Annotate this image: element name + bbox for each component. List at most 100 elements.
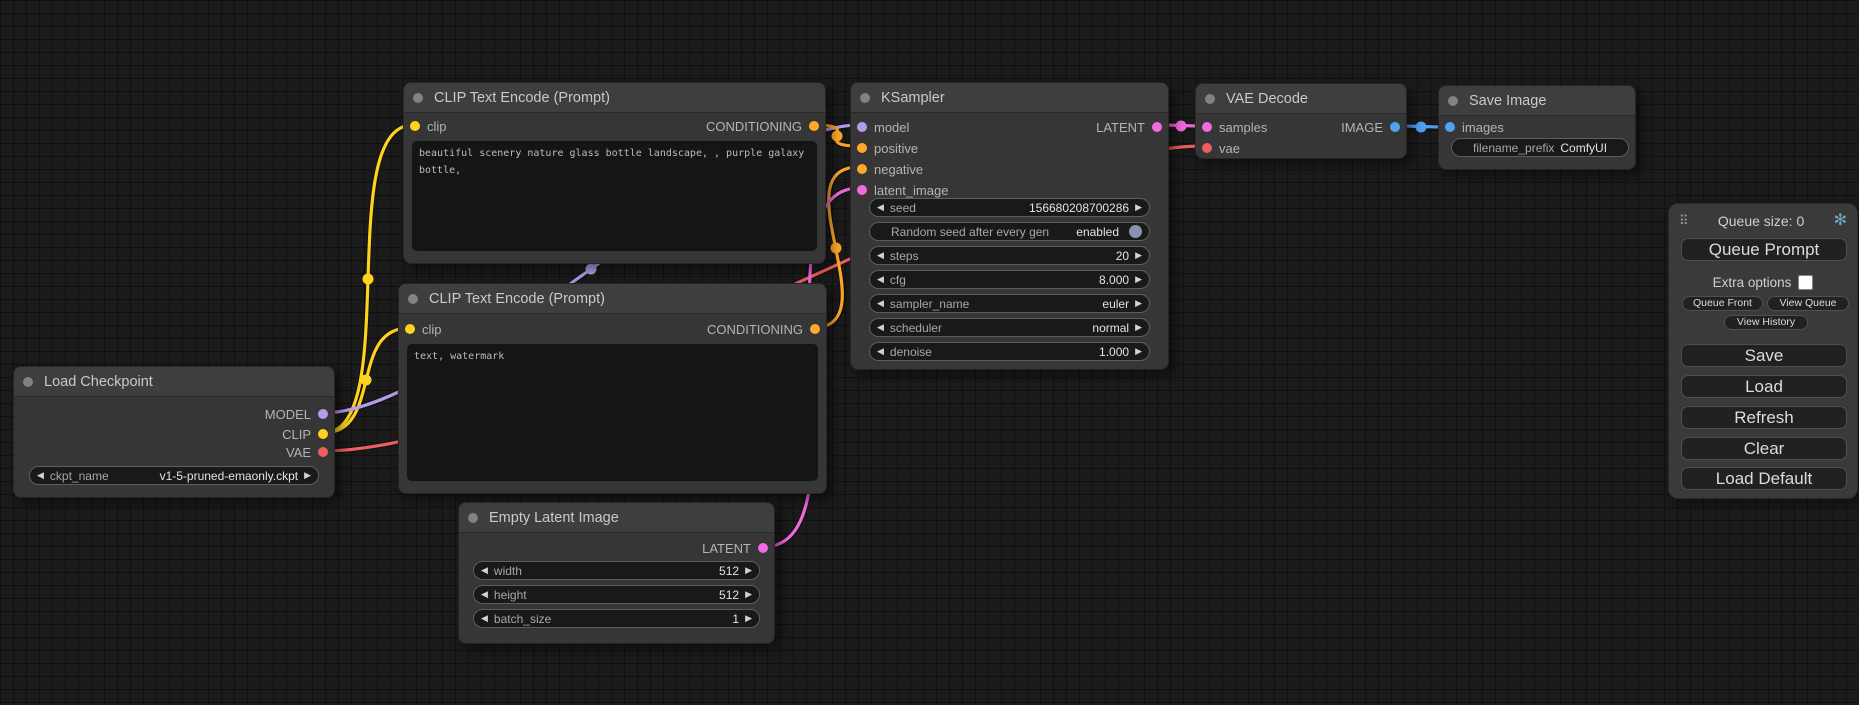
node-title: CLIP Text Encode (Prompt) — [434, 90, 610, 106]
save-button[interactable]: Save — [1681, 344, 1847, 367]
toggle-indicator-icon[interactable] — [1129, 225, 1142, 238]
settings-gear-icon[interactable]: ✻ — [1833, 212, 1847, 229]
input-slot-clip[interactable] — [410, 121, 420, 131]
increment-arrow-icon[interactable]: ▶ — [1135, 346, 1142, 356]
node-empty-latent-image[interactable]: Empty Latent Image LATENT ◀ width 512 ▶ … — [458, 502, 775, 644]
increment-arrow-icon[interactable]: ▶ — [1135, 298, 1142, 308]
decrement-arrow-icon[interactable]: ◀ — [877, 298, 884, 308]
input-slot-negative[interactable] — [857, 164, 867, 174]
output-slot-clip[interactable] — [318, 429, 328, 439]
collapse-dot-icon[interactable] — [23, 377, 33, 387]
increment-arrow-icon[interactable]: ▶ — [745, 565, 752, 575]
increment-arrow-icon[interactable]: ▶ — [745, 613, 752, 623]
node-title-bar[interactable]: Load Checkpoint — [14, 367, 334, 397]
node-title-bar[interactable]: Save Image — [1439, 86, 1635, 116]
height-widget[interactable]: ◀ height 512 ▶ — [473, 585, 760, 604]
decrement-arrow-icon[interactable]: ◀ — [37, 470, 44, 480]
load-default-button[interactable]: Load Default — [1681, 467, 1847, 490]
seed-widget[interactable]: ◀ seed 156680208700286 ▶ — [869, 198, 1150, 217]
view-queue-button[interactable]: View Queue — [1767, 296, 1849, 311]
input-slot-vae[interactable] — [1202, 143, 1212, 153]
decrement-arrow-icon[interactable]: ◀ — [877, 250, 884, 260]
decrement-arrow-icon[interactable]: ◀ — [877, 202, 884, 212]
increment-arrow-icon[interactable]: ▶ — [745, 589, 752, 599]
widget-label: scheduler — [889, 320, 942, 335]
output-label-clip: CLIP — [282, 426, 311, 442]
widget-label: sampler_name — [889, 296, 970, 311]
view-history-button[interactable]: View History — [1724, 315, 1808, 330]
prompt-textarea[interactable]: beautiful scenery nature glass bottle la… — [412, 141, 817, 251]
increment-arrow-icon[interactable]: ▶ — [1135, 250, 1142, 260]
decrement-arrow-icon[interactable]: ◀ — [877, 322, 884, 332]
extra-options-checkbox[interactable] — [1798, 274, 1814, 290]
queue-panel[interactable]: ⠿ Queue size: 0 ✻ Queue Prompt Extra opt… — [1668, 203, 1858, 499]
node-title: KSampler — [881, 90, 945, 106]
output-slot-image[interactable] — [1390, 122, 1400, 132]
input-label-positive: positive — [874, 140, 919, 156]
widget-value: euler — [1102, 296, 1130, 311]
output-slot-conditioning[interactable] — [810, 324, 820, 334]
collapse-dot-icon[interactable] — [408, 294, 418, 304]
prompt-textarea[interactable]: text, watermark — [407, 344, 818, 481]
node-clip-text-encode-negative[interactable]: CLIP Text Encode (Prompt) clip CONDITION… — [398, 283, 827, 494]
clear-button[interactable]: Clear — [1681, 437, 1847, 460]
increment-arrow-icon[interactable]: ▶ — [1135, 322, 1142, 332]
collapse-dot-icon[interactable] — [1205, 94, 1215, 104]
input-slot-positive[interactable] — [857, 143, 867, 153]
filename-prefix-widget[interactable]: filename_prefix ComfyUI — [1451, 138, 1629, 157]
batch-size-widget[interactable]: ◀ batch_size 1 ▶ — [473, 609, 760, 628]
node-save-image[interactable]: Save Image images filename_prefix ComfyU… — [1438, 85, 1636, 170]
denoise-widget[interactable]: ◀ denoise 1.000 ▶ — [869, 342, 1150, 361]
increment-arrow-icon[interactable]: ▶ — [1135, 202, 1142, 212]
ckpt-name-widget[interactable]: ◀ ckpt_name v1-5-pruned-emaonly.ckpt ▶ — [29, 466, 319, 485]
node-title: Save Image — [1469, 93, 1547, 109]
decrement-arrow-icon[interactable]: ◀ — [481, 589, 488, 599]
output-slot-vae[interactable] — [318, 447, 328, 457]
collapse-dot-icon[interactable] — [468, 513, 478, 523]
queue-size-label: Queue size: 0 — [1717, 213, 1805, 229]
collapse-dot-icon[interactable] — [1448, 96, 1458, 106]
steps-widget[interactable]: ◀ steps 20 ▶ — [869, 246, 1150, 265]
queue-front-button[interactable]: Queue Front — [1682, 296, 1763, 311]
input-slot-model[interactable] — [857, 122, 867, 132]
sampler-name-widget[interactable]: ◀ sampler_name euler ▶ — [869, 294, 1150, 313]
node-clip-text-encode-positive[interactable]: CLIP Text Encode (Prompt) clip CONDITION… — [403, 82, 826, 264]
node-vae-decode[interactable]: VAE Decode samples IMAGE vae — [1195, 83, 1407, 159]
output-slot-conditioning[interactable] — [809, 121, 819, 131]
node-title-bar[interactable]: KSampler — [851, 83, 1168, 113]
node-title: VAE Decode — [1226, 91, 1308, 107]
widget-label: width — [493, 563, 522, 578]
decrement-arrow-icon[interactable]: ◀ — [877, 274, 884, 284]
input-slot-images[interactable] — [1445, 122, 1455, 132]
scheduler-widget[interactable]: ◀ scheduler normal ▶ — [869, 318, 1150, 337]
node-title-bar[interactable]: VAE Decode — [1196, 84, 1406, 114]
collapse-dot-icon[interactable] — [413, 93, 423, 103]
output-slot-latent[interactable] — [1152, 122, 1162, 132]
decrement-arrow-icon[interactable]: ◀ — [877, 346, 884, 356]
cfg-widget[interactable]: ◀ cfg 8.000 ▶ — [869, 270, 1150, 289]
node-ksampler[interactable]: KSampler model LATENT positive negative … — [850, 82, 1169, 370]
width-widget[interactable]: ◀ width 512 ▶ — [473, 561, 760, 580]
output-slot-latent[interactable] — [758, 543, 768, 553]
increment-arrow-icon[interactable]: ▶ — [1135, 274, 1142, 284]
random-seed-toggle-widget[interactable]: Random seed after every gen enabled — [869, 222, 1150, 241]
load-button[interactable]: Load — [1681, 375, 1847, 398]
widget-label: filename_prefix — [1473, 140, 1555, 155]
increment-arrow-icon[interactable]: ▶ — [304, 470, 311, 480]
decrement-arrow-icon[interactable]: ◀ — [481, 613, 488, 623]
node-title-bar[interactable]: CLIP Text Encode (Prompt) — [404, 83, 825, 113]
collapse-dot-icon[interactable] — [860, 93, 870, 103]
input-slot-samples[interactable] — [1202, 122, 1212, 132]
drag-handle-icon[interactable]: ⠿ — [1679, 213, 1689, 228]
node-title-bar[interactable]: CLIP Text Encode (Prompt) — [399, 284, 826, 314]
output-slot-model[interactable] — [318, 409, 328, 419]
node-title-bar[interactable]: Empty Latent Image — [459, 503, 774, 533]
input-slot-latent-image[interactable] — [857, 185, 867, 195]
widget-value: 20 — [1115, 248, 1130, 263]
input-slot-clip[interactable] — [405, 324, 415, 334]
refresh-button[interactable]: Refresh — [1681, 406, 1847, 429]
decrement-arrow-icon[interactable]: ◀ — [481, 565, 488, 575]
queue-prompt-button[interactable]: Queue Prompt — [1681, 238, 1847, 261]
node-load-checkpoint[interactable]: Load Checkpoint MODEL CLIP VAE ◀ ckpt_na… — [13, 366, 335, 498]
